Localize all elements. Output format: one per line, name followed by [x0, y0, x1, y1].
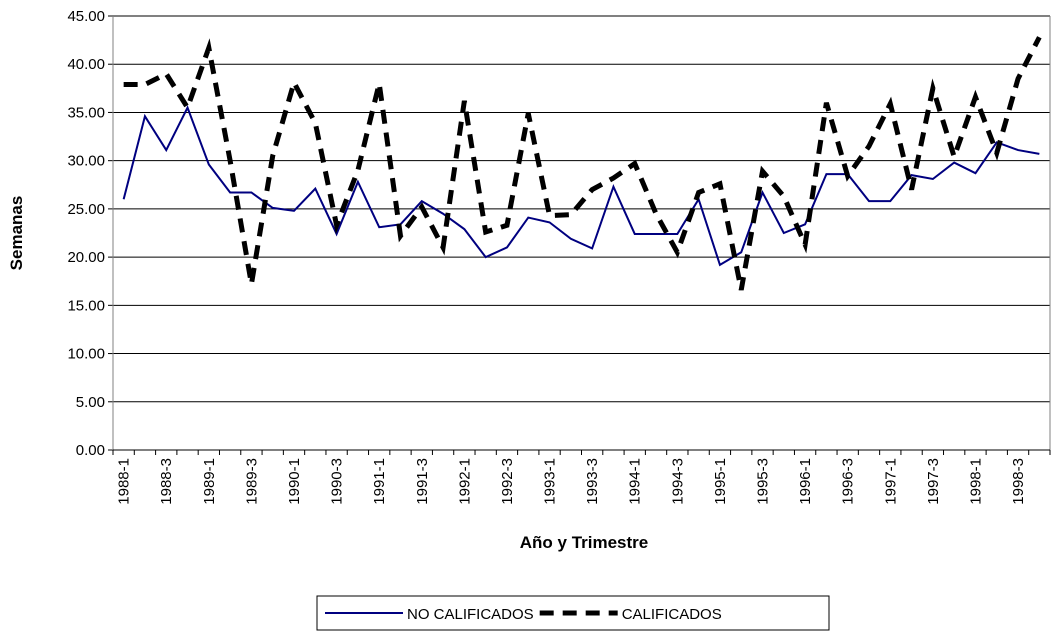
legend-label: NO CALIFICADOS — [407, 606, 534, 623]
y-tick-label: 25.00 — [67, 201, 105, 218]
x-tick-label: 1988-3 — [158, 458, 175, 505]
x-tick-label: 1995-3 — [755, 458, 772, 505]
y-tick-label: 40.00 — [67, 56, 105, 73]
x-tick-label: 1990-3 — [329, 458, 346, 505]
y-tick-label: 30.00 — [67, 153, 105, 170]
x-tick-label: 1992-1 — [456, 458, 473, 505]
x-tick-label: 1998-1 — [967, 458, 984, 505]
x-tick-label: 1993-3 — [584, 458, 601, 505]
x-tick-label: 1994-3 — [669, 458, 686, 505]
y-tick-label: 5.00 — [76, 394, 105, 411]
x-tick-label: 1997-1 — [882, 458, 899, 505]
x-tick-label: 1992-3 — [499, 458, 516, 505]
x-tick-label: 1998-3 — [1010, 458, 1027, 505]
x-tick-label: 1991-1 — [371, 458, 388, 505]
x-tick-label: 1988-1 — [116, 458, 133, 505]
y-axis-label: Semanas — [7, 196, 26, 271]
y-tick-label: 15.00 — [67, 297, 105, 314]
x-tick-label: 1991-3 — [414, 458, 431, 505]
line — [122, 105, 1040, 267]
x-tick-label: 1996-3 — [840, 458, 857, 505]
x-tick-label: 1996-1 — [797, 458, 814, 505]
y-tick-label: 45.00 — [67, 8, 105, 25]
x-tick-label: 1993-1 — [542, 458, 559, 505]
x-axis-label: Año y Trimestre — [520, 533, 649, 552]
x-tick-label: 1990-1 — [286, 458, 303, 505]
x-tick-label: 1995-1 — [712, 458, 729, 505]
y-tick-label: 20.00 — [67, 249, 105, 266]
y-tick-label: 10.00 — [67, 346, 105, 363]
y-tick-label: 0.00 — [76, 442, 105, 459]
line — [123, 36, 1042, 291]
x-tick-label: 1994-1 — [627, 458, 644, 505]
y-tick-label: 35.00 — [67, 104, 105, 121]
x-tick-label: 1997-3 — [925, 458, 942, 505]
x-tick-label: 1989-1 — [201, 458, 218, 505]
x-tick-label: 1989-3 — [243, 458, 260, 505]
legend-label: CALIFICADOS — [622, 606, 722, 623]
